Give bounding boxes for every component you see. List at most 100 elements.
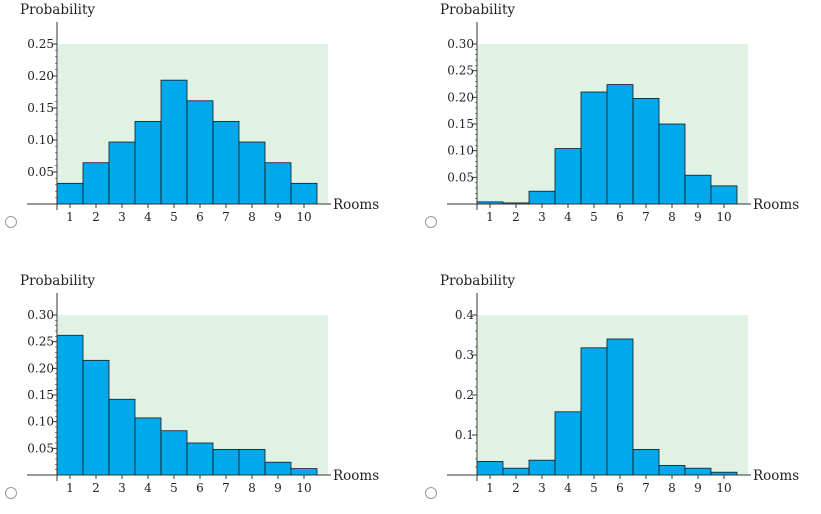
chart-2-x-tick-label: 6	[616, 210, 624, 224]
chart-1-bar-7	[212, 121, 240, 205]
chart-4-bar-9	[684, 467, 712, 476]
chart-4-x-tick-label: 6	[616, 481, 624, 495]
answer-option-2-radio[interactable]	[425, 216, 437, 228]
chart-2-bar-6	[606, 84, 634, 205]
chart-1-bar-4	[134, 121, 162, 205]
chart-2-x-tick-label: 9	[694, 210, 702, 224]
chart-1-x-axis-label: Rooms	[333, 197, 379, 213]
chart-1-x-tick-label: 1	[66, 210, 74, 224]
chart-4-x-tick-label: 10	[716, 481, 731, 495]
chart-4-bar-5	[580, 347, 608, 476]
chart-3-y-tick-label: 0.05	[27, 441, 54, 455]
chart-1-bar-10	[290, 182, 318, 205]
chart-2-bar-8	[658, 123, 686, 205]
chart-4-y-tick-label: 0.2	[455, 388, 474, 402]
chart-3-y-tick-label: 0.15	[27, 388, 54, 402]
chart-4-x-axis-label: Rooms	[753, 468, 799, 484]
chart-1-x-tick-label: 9	[274, 210, 282, 224]
chart-4-bar-3	[528, 459, 556, 476]
chart-4-x-tick-label: 9	[694, 481, 702, 495]
chart-3-bar-7	[212, 448, 240, 476]
chart-1-bar-1	[56, 182, 84, 205]
chart-4-y-axis-label: Probability	[440, 273, 515, 289]
chart-1-x-tick-label: 3	[118, 210, 126, 224]
answer-option-4-radio[interactable]	[425, 487, 437, 499]
chart-1-y-tick-label: 0.10	[27, 133, 54, 147]
chart-4-x-tick-label: 3	[538, 481, 546, 495]
chart-1-x-tick-label: 6	[196, 210, 204, 224]
chart-2-x-tick-label: 5	[590, 210, 598, 224]
chart-3-bar-5	[160, 430, 188, 476]
chart-4-x-tick-label: 7	[642, 481, 650, 495]
chart-3-x-tick-label: 4	[144, 481, 152, 495]
chart-3-y-tick-label: 0.25	[27, 335, 54, 349]
chart-2-x-tick-label: 10	[716, 210, 731, 224]
chart-1-bar-8	[238, 141, 266, 205]
chart-1-bar-6	[186, 100, 214, 205]
chart-2-y-tick-label: 0.05	[447, 170, 474, 184]
chart-3-bar-3	[108, 398, 136, 476]
chart-3-y-axis-label: Probability	[20, 273, 95, 289]
chart-3-x-tick-label: 6	[196, 481, 204, 495]
chart-2-x-tick-label: 2	[512, 210, 520, 224]
chart-4-x-tick-label: 8	[668, 481, 676, 495]
chart-4-bar-7	[632, 448, 660, 476]
chart-1-x-tick-label: 10	[296, 210, 311, 224]
chart-4-bar-6	[606, 338, 634, 476]
chart-3-bar-1	[56, 334, 84, 476]
chart-2-x-tick-label: 3	[538, 210, 546, 224]
chart-4-y-tick-label: 0.1	[455, 428, 474, 442]
chart-3-bar-8	[238, 448, 266, 476]
chart-3-x-tick-label: 2	[92, 481, 100, 495]
chart-1-x-tick-label: 5	[170, 210, 178, 224]
chart-1-bar-9	[264, 162, 292, 205]
chart-1-bar-2	[82, 162, 110, 205]
chart-1-x-tick-label: 8	[248, 210, 256, 224]
chart-4-bar-8	[658, 464, 686, 476]
chart-3-x-tick-label: 7	[222, 481, 230, 495]
chart-4-bar-4	[554, 411, 582, 476]
chart-3-x-tick-label: 9	[274, 481, 282, 495]
chart-1-x-tick-label: 4	[144, 210, 152, 224]
chart-2-x-tick-label: 7	[642, 210, 650, 224]
chart-1-bar-3	[108, 141, 136, 205]
chart-2-bar-3	[528, 190, 556, 205]
chart-3-x-tick-label: 5	[170, 481, 178, 495]
answer-option-3-radio[interactable]	[5, 487, 17, 499]
chart-1-y-tick-label: 0.15	[27, 101, 54, 115]
chart-2-y-tick-label: 0.30	[447, 37, 474, 51]
chart-1-x-tick-label: 2	[92, 210, 100, 224]
chart-3-x-tick-label: 10	[296, 481, 311, 495]
chart-3-x-tick-label: 1	[66, 481, 74, 495]
chart-3-x-tick-label: 3	[118, 481, 126, 495]
chart-2-y-axis-label: Probability	[440, 2, 515, 18]
chart-3-y-tick-label: 0.10	[27, 415, 54, 429]
chart-4-y-tick-label: 0.4	[455, 308, 474, 322]
chart-2-y-tick-label: 0.15	[447, 117, 474, 131]
chart-2-bar-7	[632, 98, 660, 205]
chart-3-bar-6	[186, 442, 214, 476]
chart-1-y-tick-label: 0.05	[27, 165, 54, 179]
chart-4-y-tick-label: 0.3	[455, 348, 474, 362]
chart-4-x-tick-label: 2	[512, 481, 520, 495]
chart-2-x-tick-label: 8	[668, 210, 676, 224]
chart-3-y-tick-label: 0.20	[27, 361, 54, 375]
chart-2-bar-9	[684, 174, 712, 205]
chart-1-bar-5	[160, 79, 188, 205]
chart-3-bar-2	[82, 359, 110, 476]
chart-1-y-tick-label: 0.20	[27, 69, 54, 83]
chart-3-bar-4	[134, 417, 162, 476]
chart-2-x-tick-label: 4	[564, 210, 572, 224]
answer-option-1-radio[interactable]	[5, 216, 17, 228]
chart-2-bar-5	[580, 91, 608, 205]
chart-1-x-tick-label: 7	[222, 210, 230, 224]
chart-4-bar-2	[502, 467, 530, 476]
chart-3-bar-9	[264, 461, 292, 476]
chart-2-x-tick-label: 1	[486, 210, 494, 224]
chart-2-bar-4	[554, 148, 582, 205]
chart-2-x-axis-label: Rooms	[753, 197, 799, 213]
chart-2-bar-10	[710, 185, 738, 205]
chart-1-y-axis-label: Probability	[20, 2, 95, 18]
chart-4-x-tick-label: 5	[590, 481, 598, 495]
